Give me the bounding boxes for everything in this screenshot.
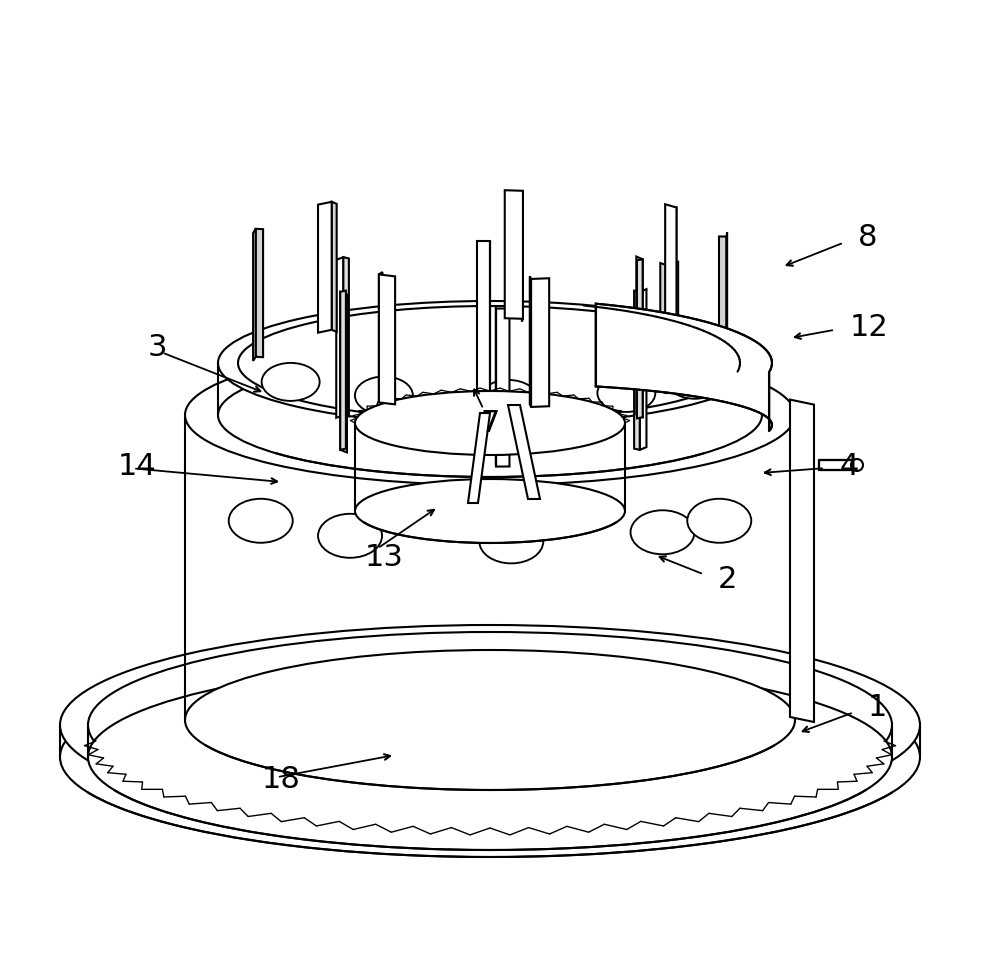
Polygon shape <box>596 304 772 431</box>
Ellipse shape <box>218 353 762 477</box>
Text: 7: 7 <box>480 409 500 437</box>
Polygon shape <box>508 405 540 499</box>
Polygon shape <box>256 229 263 357</box>
Text: 14: 14 <box>118 453 157 481</box>
Polygon shape <box>640 289 646 450</box>
Text: 18: 18 <box>262 766 301 795</box>
Text: 4: 4 <box>840 453 859 481</box>
Polygon shape <box>531 278 549 407</box>
Polygon shape <box>477 242 490 399</box>
Polygon shape <box>332 202 337 331</box>
Ellipse shape <box>597 374 655 412</box>
Polygon shape <box>318 202 332 332</box>
Text: 3: 3 <box>148 332 168 362</box>
Polygon shape <box>665 204 676 335</box>
Ellipse shape <box>666 361 724 399</box>
Ellipse shape <box>687 499 751 542</box>
Polygon shape <box>379 274 395 404</box>
Polygon shape <box>637 259 643 418</box>
Ellipse shape <box>238 306 742 420</box>
Polygon shape <box>379 272 382 402</box>
Text: 1: 1 <box>868 692 887 721</box>
Polygon shape <box>671 207 676 337</box>
Ellipse shape <box>60 657 920 857</box>
Ellipse shape <box>262 363 320 401</box>
Ellipse shape <box>88 632 892 818</box>
Polygon shape <box>340 290 346 450</box>
Polygon shape <box>719 237 726 365</box>
Ellipse shape <box>479 380 537 418</box>
Text: 12: 12 <box>850 312 889 342</box>
Ellipse shape <box>355 376 413 414</box>
Polygon shape <box>790 399 814 722</box>
Text: 8: 8 <box>858 223 878 251</box>
Polygon shape <box>253 229 256 361</box>
Ellipse shape <box>851 459 863 471</box>
Ellipse shape <box>60 625 920 825</box>
Ellipse shape <box>318 514 382 558</box>
Ellipse shape <box>88 664 892 850</box>
Ellipse shape <box>479 520 543 563</box>
Polygon shape <box>468 413 490 503</box>
Polygon shape <box>340 292 347 453</box>
Polygon shape <box>666 262 678 393</box>
Text: 2: 2 <box>718 565 737 595</box>
Polygon shape <box>634 290 640 450</box>
Text: 13: 13 <box>365 542 404 571</box>
Ellipse shape <box>185 650 795 790</box>
Ellipse shape <box>631 510 695 554</box>
Polygon shape <box>530 276 531 407</box>
Ellipse shape <box>218 301 762 425</box>
Ellipse shape <box>185 345 795 485</box>
Polygon shape <box>660 263 666 393</box>
Polygon shape <box>343 257 349 416</box>
Polygon shape <box>496 308 509 467</box>
Polygon shape <box>505 190 523 319</box>
Ellipse shape <box>229 499 293 542</box>
Polygon shape <box>636 257 643 417</box>
Polygon shape <box>336 257 343 417</box>
Ellipse shape <box>355 391 625 455</box>
Polygon shape <box>522 191 523 322</box>
Ellipse shape <box>355 479 625 543</box>
Ellipse shape <box>660 345 718 383</box>
